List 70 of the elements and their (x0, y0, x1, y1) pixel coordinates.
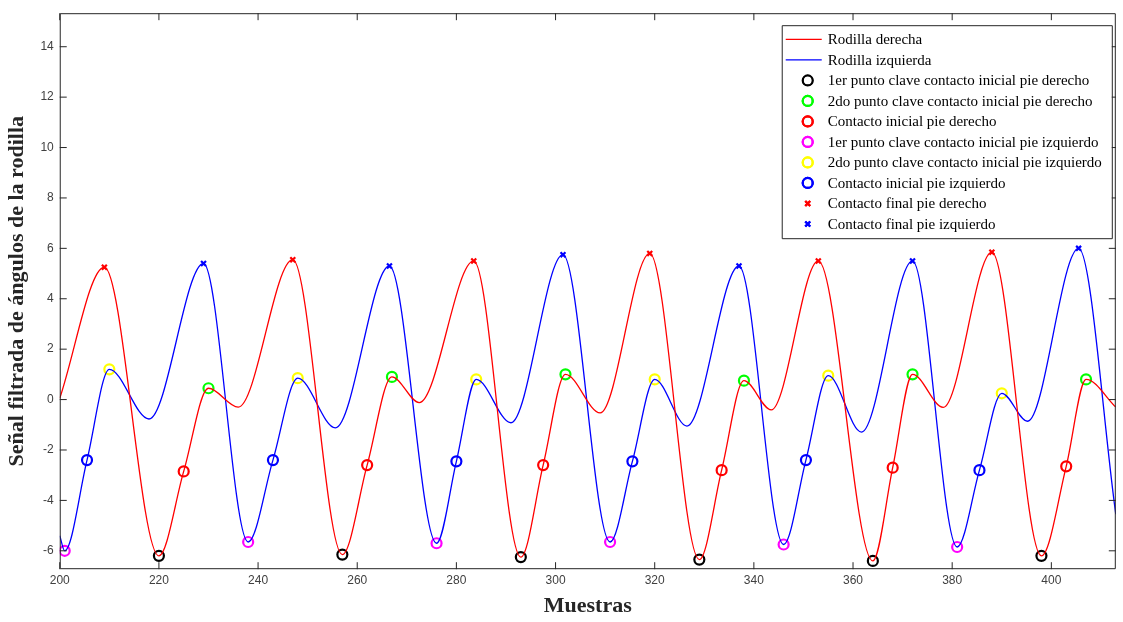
y-axis-title: Señal filtrada de ángulos de la rodilla (2, 115, 28, 467)
point (430, 537, 443, 550)
x-tick-label: 200 (49, 572, 71, 587)
y-tick-label: 12 (40, 89, 55, 104)
point (291, 372, 304, 385)
point (866, 554, 879, 567)
point (537, 459, 550, 472)
point (1060, 460, 1073, 473)
y-tick-label: 0 (47, 391, 55, 406)
x-tick-label: 260 (347, 572, 368, 587)
point (80, 453, 94, 467)
y-tick-label: 2 (47, 341, 55, 356)
point (886, 461, 899, 474)
point (559, 368, 572, 381)
x-tick-label: 280 (446, 572, 467, 587)
point (1079, 373, 1093, 386)
x-tick-label: 380 (942, 572, 963, 587)
y-tick-label: -6 (43, 543, 55, 558)
legend-label: 2do punto clave contacto inicial pie izquierdo (827, 154, 1102, 171)
point (1035, 549, 1048, 562)
y-tick-label: -2 (43, 442, 55, 457)
point (336, 548, 349, 561)
point (202, 382, 215, 395)
x-tick-label: 340 (743, 572, 765, 587)
legend-label: 2do punto clave contacto inicial pie derecho (827, 92, 1093, 109)
point (951, 540, 964, 554)
point (514, 551, 527, 564)
point (626, 455, 639, 468)
x-tick-label: 320 (644, 572, 666, 587)
point (906, 368, 919, 381)
y-tick-label: 6 (47, 240, 55, 255)
legend-label: Contacto inicial pie izquierdo (827, 174, 1006, 191)
legend-label: Contacto inicial pie derecho (827, 113, 997, 130)
y-tick-label: 10 (40, 139, 55, 154)
point (152, 549, 166, 562)
x-axis-title: Muestras (543, 592, 633, 618)
point (648, 373, 661, 386)
point (59, 544, 71, 557)
y-tick-label: 14 (40, 39, 55, 54)
legend-label: 1er punto clave contacto inicial pie derecho (827, 72, 1090, 89)
point (822, 369, 835, 382)
point (177, 465, 190, 478)
x-tick-label: 400 (1041, 572, 1062, 587)
x-tick-label: 300 (545, 572, 566, 587)
x-tick-label: 360 (843, 572, 864, 587)
point (361, 459, 374, 472)
point (799, 453, 813, 467)
legend-label: Rodilla derecha (827, 31, 923, 48)
legend-label: Rodilla izquierda (827, 51, 932, 68)
point (266, 453, 280, 467)
point (450, 455, 463, 468)
point (995, 387, 1008, 400)
point (103, 363, 116, 376)
legend-label: Contacto final pie izquierdo (827, 215, 996, 232)
y-tick-label: -4 (43, 492, 55, 507)
point (737, 374, 751, 387)
legend-label: 1er punto clave contacto inicial pie izquierdo (827, 133, 1099, 150)
point (973, 464, 986, 477)
point (385, 370, 399, 383)
point (470, 373, 483, 386)
legend-label: Contacto final pie derecho (827, 195, 987, 212)
y-tick-label: 8 (47, 190, 55, 205)
point (777, 538, 790, 551)
point (603, 535, 617, 549)
point (242, 535, 255, 549)
point (693, 553, 706, 566)
y-tick-label: 4 (47, 291, 55, 306)
x-tick-label: 240 (248, 572, 269, 587)
x-tick-label: 220 (148, 572, 170, 587)
point (715, 464, 728, 477)
